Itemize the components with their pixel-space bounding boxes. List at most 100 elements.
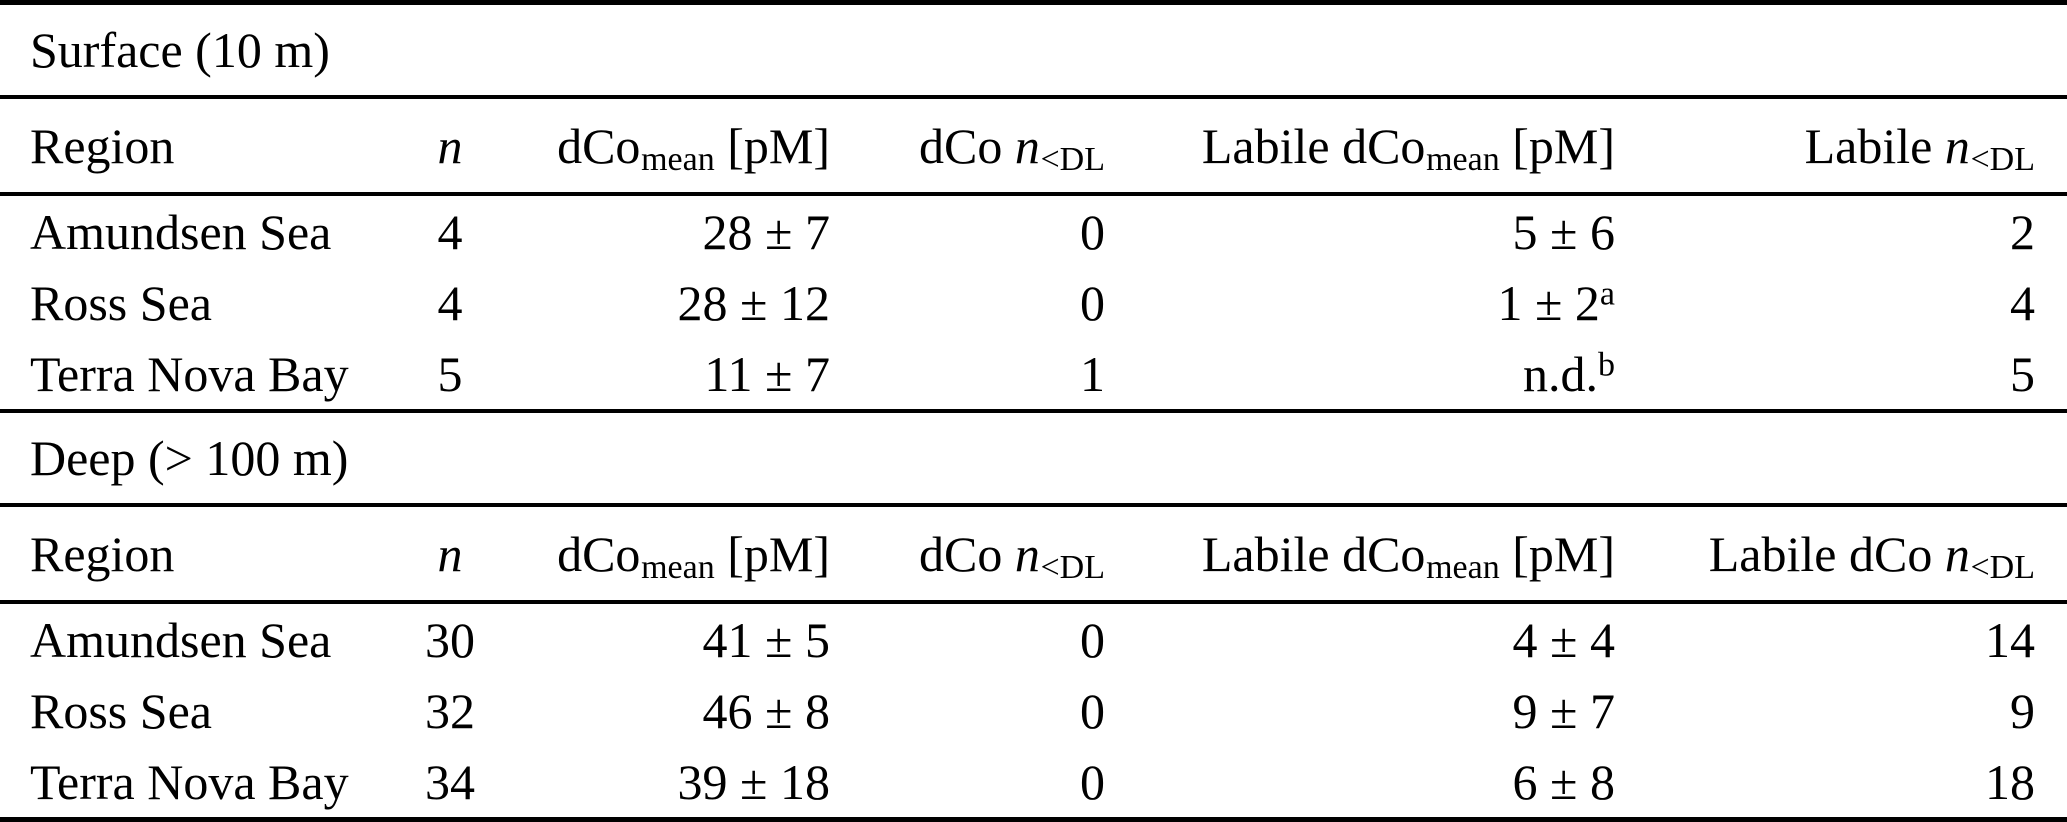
cell-region: Ross Sea [0,675,420,746]
cell-labile-dco-mean: 1 ± 2a [1105,267,1615,338]
cell-text: dCo n<DL [918,525,1105,586]
cell-n: 5 [420,338,480,409]
table-row: Ross Sea 4 28 ± 12 0 1 ± 2a 4 [0,267,2067,338]
section-title-deep: Deep (> 100 m) [30,430,349,486]
cell-n: 34 [420,746,480,817]
cell-region: Ross Sea [0,267,420,338]
cell-text: Labile dComean [pM] [1201,525,1615,586]
cell-region: Terra Nova Bay [0,338,420,409]
cell-text: 5 [2010,345,2035,402]
cell-dco-mean: 46 ± 8 [480,675,830,746]
cell-text: 30 [425,611,475,668]
cell-labile-dco-n-below-dl: 9 [1615,675,2067,746]
cell-text: 1 [1080,345,1105,402]
cell-text: dCo n<DL [918,117,1105,178]
cell-text: 28 ± 12 [677,274,830,331]
cell-text: Amundsen Sea [30,203,332,260]
cell-text: Region [30,525,175,582]
cell-labile-n-below-dl: 4 [1615,267,2067,338]
cell-n: 4 [420,267,480,338]
table-body-deep: Amundsen Sea 30 41 ± 5 0 4 ± 4 14 Ross Sea 32 46… [0,604,2067,817]
table-top-rule [0,0,2067,5]
cell-text: 4 [437,274,463,331]
table-row: Ross Sea 32 46 ± 8 0 9 ± 7 9 [0,675,2067,746]
cell-labile-dco-mean: 4 ± 4 [1105,604,1615,675]
cell-text: 0 [1080,611,1105,668]
column-header-labile-dco-n-below-dl: Labile dCo n<DL [1615,507,2067,600]
section-band-surface: Surface (10 m) [0,5,2067,95]
cell-text: 9 [2010,682,2035,739]
cell-text: 6 ± 8 [1512,753,1615,810]
cell-n: 30 [420,604,480,675]
cell-text: 32 [425,682,475,739]
cell-text: Ross Sea [30,274,212,331]
cell-text: Amundsen Sea [30,611,332,668]
cell-labile-dco-mean: 9 ± 7 [1105,675,1615,746]
section-divider-rule [0,409,2067,413]
cell-text: 2 [2010,203,2035,260]
cell-text: Labile dComean [pM] [1201,117,1615,178]
cell-region: Terra Nova Bay [0,746,420,817]
table-row: Amundsen Sea 4 28 ± 7 0 5 ± 6 2 [0,196,2067,267]
cell-text: 1 ± 2a [1497,274,1615,331]
cell-text: 0 [1080,753,1105,810]
cell-text: 4 [2010,274,2035,331]
section-title-surface: Surface (10 m) [30,22,330,78]
column-header-n: n [420,99,480,192]
cell-text: Region [30,117,175,174]
cell-text: 5 ± 6 [1512,203,1615,260]
table-row: Amundsen Sea 30 41 ± 5 0 4 ± 4 14 [0,604,2067,675]
cell-dco-n-below-dl: 0 [830,675,1105,746]
column-header-labile-n-below-dl: Labile n<DL [1615,99,2067,192]
cell-text: 18 [1985,753,2035,810]
cell-text: Labile dCo n<DL [1708,525,2035,586]
column-header-dco-mean: dComean [pM] [480,99,830,192]
cell-dco-n-below-dl: 1 [830,338,1105,409]
cell-labile-dco-mean: n.d.b [1105,338,1615,409]
cell-text: n.d.b [1523,345,1615,402]
rule-below-surface-title [0,95,2067,99]
header-row-deep: Region n dComean [pM] dCo n<DL Labile dComea… [0,507,2067,600]
cell-dco-mean: 41 ± 5 [480,604,830,675]
cell-text: 34 [425,753,475,810]
cell-text: 46 ± 8 [702,682,830,739]
cell-dco-n-below-dl: 0 [830,604,1105,675]
column-header-region: Region [0,507,420,600]
column-header-labile-dco-mean: Labile dComean [pM] [1105,507,1615,600]
cell-labile-n-below-dl: 5 [1615,338,2067,409]
column-header-dco-n-below-dl: dCo n<DL [830,507,1105,600]
cell-text: 0 [1080,274,1105,331]
table-bottom-rule [0,817,2067,822]
cell-text: 5 [437,345,463,402]
cell-n: 4 [420,196,480,267]
cell-text: Ross Sea [30,682,212,739]
cell-text: 0 [1080,682,1105,739]
cell-dco-n-below-dl: 0 [830,267,1105,338]
column-header-dco-n-below-dl: dCo n<DL [830,99,1105,192]
cell-text: 4 ± 4 [1512,611,1615,668]
cell-text: 41 ± 5 [702,611,830,668]
column-header-region: Region [0,99,420,192]
cell-text: dComean [pM] [557,117,830,178]
cell-region: Amundsen Sea [0,196,420,267]
section-band-deep: Deep (> 100 m) [0,413,2067,503]
rule-below-deep-title [0,503,2067,507]
cell-dco-n-below-dl: 0 [830,746,1105,817]
cell-n: 32 [420,675,480,746]
cell-text: Labile n<DL [1804,117,2035,178]
cell-dco-mean: 11 ± 7 [480,338,830,409]
cell-labile-dco-n-below-dl: 14 [1615,604,2067,675]
cell-text: 0 [1080,203,1105,260]
cell-text: 4 [437,203,463,260]
rule-below-deep-header [0,600,2067,604]
cell-text: n [437,117,463,174]
cell-text: 11 ± 7 [704,345,830,402]
cell-text: Terra Nova Bay [30,753,349,810]
cell-text: 14 [1985,611,2035,668]
column-header-labile-dco-mean: Labile dComean [pM] [1105,99,1615,192]
column-header-dco-mean: dComean [pM] [480,507,830,600]
cell-region: Amundsen Sea [0,604,420,675]
cell-dco-mean: 28 ± 7 [480,196,830,267]
cell-dco-mean: 28 ± 12 [480,267,830,338]
